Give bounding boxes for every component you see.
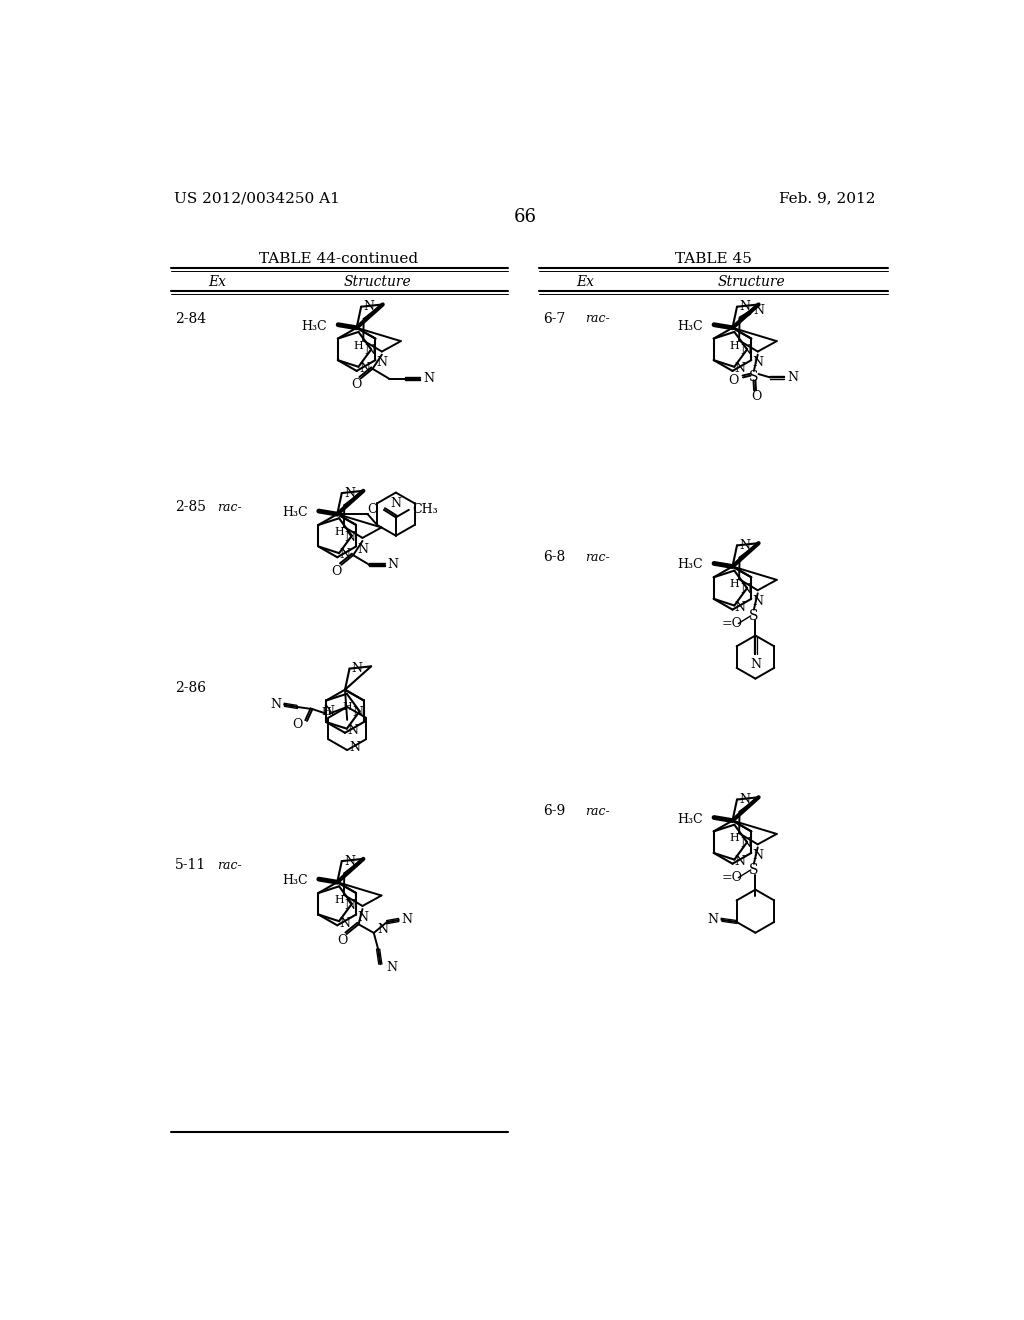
Text: 2-86: 2-86 xyxy=(175,681,206,696)
Text: Ex: Ex xyxy=(577,275,594,289)
Text: 6-9: 6-9 xyxy=(544,804,565,818)
Text: O: O xyxy=(332,565,342,578)
Text: N: N xyxy=(270,698,282,711)
Text: =O: =O xyxy=(722,616,742,630)
Text: N: N xyxy=(740,837,751,850)
Text: O: O xyxy=(337,933,347,946)
Text: N: N xyxy=(740,345,751,358)
Text: N: N xyxy=(753,595,763,609)
Text: N: N xyxy=(365,345,375,358)
Text: N: N xyxy=(401,913,413,927)
Text: N: N xyxy=(787,371,799,384)
Text: N: N xyxy=(739,539,751,552)
Text: N: N xyxy=(739,793,751,807)
Text: N: N xyxy=(386,961,397,974)
Text: N: N xyxy=(344,487,355,499)
Text: H: H xyxy=(322,708,332,717)
Text: CH₃: CH₃ xyxy=(412,503,437,516)
Text: N: N xyxy=(735,601,745,614)
Text: N: N xyxy=(423,372,434,385)
Text: O: O xyxy=(751,389,761,403)
Text: O: O xyxy=(351,378,361,391)
Text: N: N xyxy=(753,356,763,370)
Text: rac-: rac- xyxy=(217,859,242,871)
Text: 5-11: 5-11 xyxy=(175,858,207,873)
Text: N: N xyxy=(708,913,718,927)
Text: N: N xyxy=(345,899,355,912)
Text: US 2012/0034250 A1: US 2012/0034250 A1 xyxy=(174,191,340,206)
Text: N: N xyxy=(357,911,368,924)
Text: rac-: rac- xyxy=(586,550,610,564)
Text: N: N xyxy=(735,362,745,375)
Text: Feb. 9, 2012: Feb. 9, 2012 xyxy=(778,191,876,206)
Text: H: H xyxy=(335,527,344,537)
Text: H₃C: H₃C xyxy=(678,319,703,333)
Text: N: N xyxy=(388,558,398,572)
Text: N: N xyxy=(345,531,355,544)
Text: O: O xyxy=(368,503,378,516)
Text: H: H xyxy=(342,702,352,713)
Text: rac-: rac- xyxy=(586,312,610,325)
Text: S: S xyxy=(750,863,759,876)
Text: N: N xyxy=(357,543,368,556)
Text: rac-: rac- xyxy=(217,500,242,513)
Text: N: N xyxy=(390,498,401,511)
Text: N: N xyxy=(735,855,745,869)
Text: 6-7: 6-7 xyxy=(544,312,566,326)
Text: 2-84: 2-84 xyxy=(175,312,207,326)
Text: =O: =O xyxy=(722,871,742,884)
Text: N: N xyxy=(349,742,360,754)
Text: N: N xyxy=(324,705,334,718)
Text: TABLE 44-continued: TABLE 44-continued xyxy=(259,252,419,265)
Text: H₃C: H₃C xyxy=(678,813,703,825)
Text: N: N xyxy=(740,583,751,597)
Text: N: N xyxy=(377,923,388,936)
Text: N: N xyxy=(344,854,355,867)
Text: TABLE 45: TABLE 45 xyxy=(675,252,752,265)
Text: H: H xyxy=(730,341,739,351)
Text: N: N xyxy=(347,723,358,737)
Text: 6-8: 6-8 xyxy=(544,550,565,564)
Text: H: H xyxy=(730,579,739,589)
Text: N: N xyxy=(352,706,364,719)
Text: N: N xyxy=(340,548,350,561)
Text: S: S xyxy=(750,609,759,623)
Text: Structure: Structure xyxy=(344,275,412,289)
Text: O: O xyxy=(292,718,302,731)
Text: H: H xyxy=(353,341,364,351)
Text: Structure: Structure xyxy=(718,275,785,289)
Text: H: H xyxy=(730,833,739,843)
Text: H₃C: H₃C xyxy=(678,558,703,572)
Text: N: N xyxy=(739,300,751,313)
Text: N: N xyxy=(359,362,370,375)
Text: N: N xyxy=(340,916,350,929)
Text: N: N xyxy=(352,663,362,675)
Text: N: N xyxy=(753,849,763,862)
Text: H₃C: H₃C xyxy=(283,506,308,519)
Text: N: N xyxy=(364,300,375,313)
Text: 2-85: 2-85 xyxy=(175,500,206,515)
Text: H: H xyxy=(335,895,344,906)
Text: N: N xyxy=(754,305,765,317)
Text: N: N xyxy=(377,356,387,370)
Text: rac-: rac- xyxy=(586,805,610,818)
Text: N: N xyxy=(750,659,761,672)
Text: 66: 66 xyxy=(513,209,537,226)
Text: H₃C: H₃C xyxy=(283,874,308,887)
Text: Ex: Ex xyxy=(208,275,226,289)
Text: O: O xyxy=(728,374,738,387)
Text: H₃C: H₃C xyxy=(302,319,328,333)
Text: S: S xyxy=(750,370,759,384)
